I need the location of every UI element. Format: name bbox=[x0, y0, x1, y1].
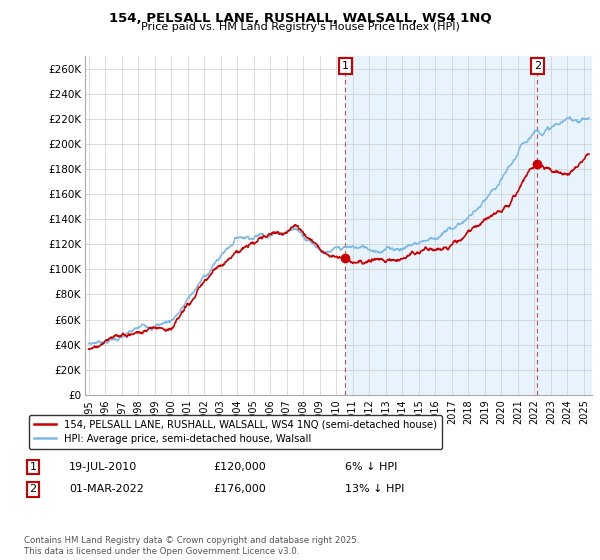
Text: 154, PELSALL LANE, RUSHALL, WALSALL, WS4 1NQ: 154, PELSALL LANE, RUSHALL, WALSALL, WS4… bbox=[109, 12, 491, 25]
Text: 1: 1 bbox=[29, 462, 37, 472]
Text: 2: 2 bbox=[29, 484, 37, 494]
Text: £120,000: £120,000 bbox=[213, 462, 266, 472]
Text: Price paid vs. HM Land Registry's House Price Index (HPI): Price paid vs. HM Land Registry's House … bbox=[140, 22, 460, 32]
Text: 19-JUL-2010: 19-JUL-2010 bbox=[69, 462, 137, 472]
Text: 1: 1 bbox=[342, 61, 349, 71]
Text: 6% ↓ HPI: 6% ↓ HPI bbox=[345, 462, 397, 472]
Legend: 154, PELSALL LANE, RUSHALL, WALSALL, WS4 1NQ (semi-detached house), HPI: Average: 154, PELSALL LANE, RUSHALL, WALSALL, WS4… bbox=[29, 415, 442, 449]
Text: 01-MAR-2022: 01-MAR-2022 bbox=[69, 484, 144, 494]
Text: 2: 2 bbox=[533, 61, 541, 71]
Text: 13% ↓ HPI: 13% ↓ HPI bbox=[345, 484, 404, 494]
Text: Contains HM Land Registry data © Crown copyright and database right 2025.
This d: Contains HM Land Registry data © Crown c… bbox=[24, 536, 359, 556]
Text: £176,000: £176,000 bbox=[213, 484, 266, 494]
Bar bbox=[346, 56, 600, 395]
